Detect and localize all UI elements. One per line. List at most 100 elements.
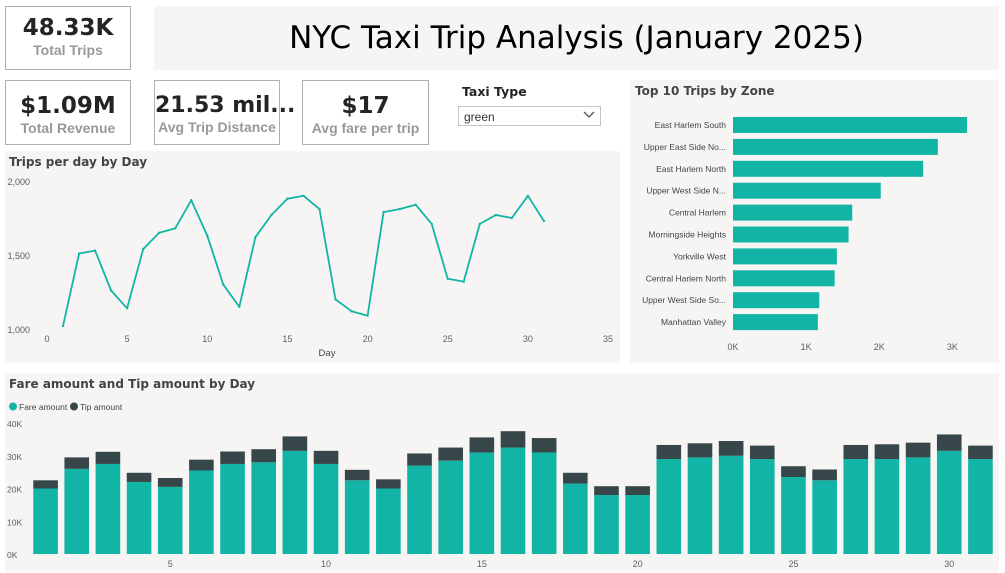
trips-point [125, 307, 129, 310]
kpi-value: $1.09M [20, 93, 116, 119]
tip-bar [749, 445, 775, 460]
tip-bar [594, 486, 619, 496]
tip-bar [438, 447, 463, 461]
stacked-chart-title: Fare amount and Tip amount by Day [9, 377, 256, 391]
trips-point [109, 289, 113, 292]
kpi-label: Avg fare per trip [311, 120, 420, 136]
fare-bar [531, 452, 557, 554]
trips-point [398, 207, 401, 211]
zone-label: Morningside Heights [649, 230, 726, 240]
tip-bar [781, 466, 806, 478]
tip-bar [64, 457, 90, 469]
tip-bar [469, 437, 495, 453]
y-tick-label: 30K [7, 452, 22, 462]
x-tick-label: 30 [944, 559, 954, 569]
fare-bar [438, 460, 463, 554]
kpi-avg-fare[interactable]: $17 Avg fare per trip [302, 80, 429, 145]
tip-bar [33, 480, 58, 489]
trips-point [478, 222, 481, 226]
zone-bar [733, 204, 853, 221]
zone-label: Upper West Side N... [646, 186, 726, 196]
x-tick-label: 20 [363, 334, 373, 344]
zone-label: Central Harlem [669, 208, 726, 218]
fare-bar [33, 488, 58, 554]
trips-point [446, 277, 449, 280]
x-tick-label: 10 [202, 334, 212, 344]
zone-label: East Harlem South [655, 120, 727, 130]
tip-bar [95, 451, 121, 464]
fare-bar [843, 459, 869, 554]
trips-point [542, 219, 546, 223]
y-tick-label: 1,000 [7, 325, 30, 335]
zone-label: Yorkville West [673, 251, 727, 261]
trips-per-day-chart: 1,000 1,500 2,000 0 5 10 15 20 25 30 35 Day [7, 177, 613, 359]
tip-bar [843, 444, 869, 460]
slicer-value: green [464, 110, 495, 124]
fare-bar [968, 459, 993, 554]
tip-bar [157, 478, 183, 487]
trips-point [414, 203, 417, 206]
trips-point [334, 298, 337, 301]
zone-bar [733, 314, 818, 331]
x-tick-label: 0K [727, 342, 738, 352]
y-tick-label: 40K [7, 419, 22, 429]
kpi-value: 21.53 mil... [155, 93, 296, 118]
y-tick-label: 10K [7, 517, 22, 527]
tip-bar [968, 445, 993, 460]
fare-bar [64, 468, 90, 554]
kpi-total-trips[interactable]: 48.33K Total Trips [5, 6, 131, 70]
trips-point [61, 324, 65, 328]
fare-bar [687, 457, 713, 554]
kpi-total-revenue[interactable]: $1.09M Total Revenue [5, 80, 131, 145]
fare-bar [905, 457, 931, 554]
tip-bar [189, 459, 214, 471]
x-tick-label: 1K [801, 342, 812, 352]
trips-point [350, 310, 353, 313]
kpi-label: Avg Trip Distance [158, 119, 276, 135]
taxi-type-dropdown[interactable]: green [458, 106, 601, 126]
dashboard-title: NYC Taxi Trip Analysis (January 2025) [289, 20, 864, 56]
trips-line [62, 194, 545, 327]
slicer-title: Taxi Type [462, 84, 527, 99]
zone-chart-title: Top 10 Trips by Zone [635, 84, 775, 98]
trips-point [222, 283, 225, 286]
tip-bar [344, 469, 370, 481]
zone-label: East Harlem North [656, 164, 726, 174]
trips-point [510, 216, 514, 220]
fare-bar [251, 462, 277, 554]
trips-point [270, 213, 273, 217]
kpi-value: $17 [341, 93, 390, 119]
x-tick-label: 20 [633, 559, 643, 569]
kpi-avg-trip-distance[interactable]: 21.53 mil... Avg Trip Distance [154, 80, 296, 145]
zone-bar [733, 138, 938, 155]
x-axis-label: Day [319, 348, 336, 359]
fare-bar [189, 470, 214, 554]
tip-bar [874, 444, 900, 460]
chevron-down-icon[interactable] [583, 110, 595, 120]
trips-point [382, 210, 385, 214]
zone-bar [733, 292, 820, 309]
fare-bar [313, 463, 339, 554]
trips-point [93, 249, 97, 252]
fare-bar [781, 477, 806, 554]
legend-fare-label: Fare amount [19, 402, 68, 412]
zone-label: Central Harlem North [646, 273, 727, 283]
zone-label: Upper East Side No... [644, 142, 726, 152]
fare-bar [220, 463, 245, 554]
tip-bar [812, 469, 837, 481]
kpi-label: Total Revenue [20, 120, 116, 136]
fare-bar [563, 483, 588, 554]
zone-bar [733, 248, 837, 265]
y-tick-label: 1,500 [7, 251, 30, 261]
trips-point [238, 305, 241, 308]
fare-bar [282, 450, 308, 554]
x-tick-label: 35 [603, 334, 613, 344]
tip-bar [251, 449, 277, 463]
trips-point [77, 252, 81, 255]
zone-bar [733, 117, 968, 133]
x-tick-label: 15 [477, 559, 487, 569]
zone-bar [733, 182, 881, 199]
tip-bar [718, 441, 744, 456]
trips-point [318, 207, 321, 211]
trips-point [286, 197, 289, 200]
